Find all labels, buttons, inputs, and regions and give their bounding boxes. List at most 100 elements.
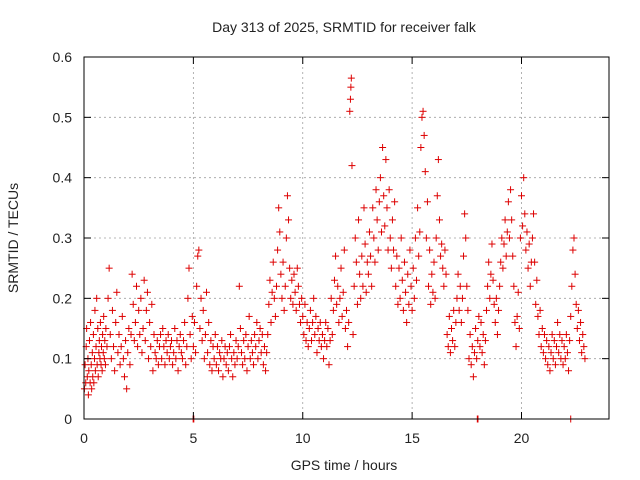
data-point [536,306,544,314]
data-point [491,318,499,326]
data-point [569,246,577,254]
data-point [408,306,416,314]
data-point [379,144,387,151]
data-point [267,318,275,326]
data-point [131,318,139,326]
data-point [130,337,138,345]
data-point [507,186,515,194]
data-point [340,246,348,254]
data-point [150,331,158,339]
data-point [385,186,393,194]
data-point [538,325,546,332]
data-point [212,361,220,369]
data-point [89,331,97,339]
data-point [165,355,173,363]
data-point [227,331,235,339]
data-point [81,361,89,369]
data-point [568,282,576,290]
data-point [236,325,244,332]
data-point [555,349,563,357]
data-point [428,270,436,278]
data-point [375,198,383,206]
data-point [380,192,388,200]
data-point [185,264,193,272]
data-point [197,294,205,302]
data-point [544,361,552,369]
data-point [140,276,148,284]
data-point [475,312,483,320]
data-point [561,355,569,363]
data-point [277,270,285,278]
data-point [88,349,96,357]
data-point [129,300,137,308]
data-point [504,198,512,206]
data-point [243,367,251,375]
data-point [85,367,93,375]
data-point [160,343,168,351]
data-point [469,373,477,381]
data-point [96,318,104,326]
data-point [262,367,270,375]
data-point [304,343,312,351]
data-point [245,312,253,320]
data-point [309,318,317,326]
data-point [413,276,420,284]
data-point [369,204,377,212]
data-point [110,343,118,351]
data-point [138,349,146,357]
data-point [346,107,354,115]
data-point [190,318,198,326]
data-point [513,312,521,320]
data-point [251,331,259,339]
data-point [292,306,300,314]
data-point [554,318,562,326]
data-point [255,337,263,345]
data-point [347,74,355,82]
data-point [571,270,579,278]
data-point [320,355,328,363]
data-point [381,222,389,230]
data-point [120,373,128,381]
data-point [495,306,503,314]
data-point [99,349,107,357]
data-point [548,331,556,339]
x-tick-label: 5 [189,430,197,446]
data-point [430,258,438,266]
data-point [386,234,394,242]
data-point [559,361,567,369]
data-point [220,355,228,363]
data-point [372,186,380,194]
data-point [474,337,482,345]
data-point [510,282,518,290]
data-point [108,306,116,314]
data-point [456,282,464,290]
data-point [394,300,402,308]
points-layer [80,74,589,423]
data-point [523,228,531,236]
data-point [531,258,539,266]
data-point [271,312,279,320]
data-point [300,331,308,339]
data-point [468,343,476,351]
data-point [556,331,564,339]
data-point [102,325,110,332]
data-point [465,355,473,363]
data-point [425,282,433,290]
data-point [550,337,558,345]
data-point [158,355,166,363]
data-point [169,361,177,369]
data-point [276,228,284,236]
data-point [415,252,423,260]
data-point [418,113,426,121]
data-point [393,252,401,260]
data-point [368,282,376,290]
data-point [343,306,350,314]
data-point [87,361,95,369]
x-tick-label: 20 [514,430,530,446]
data-point [146,318,154,326]
data-point [530,210,538,218]
data-point [580,343,588,351]
data-point [318,331,326,339]
data-point [407,282,415,290]
data-point [547,349,555,357]
